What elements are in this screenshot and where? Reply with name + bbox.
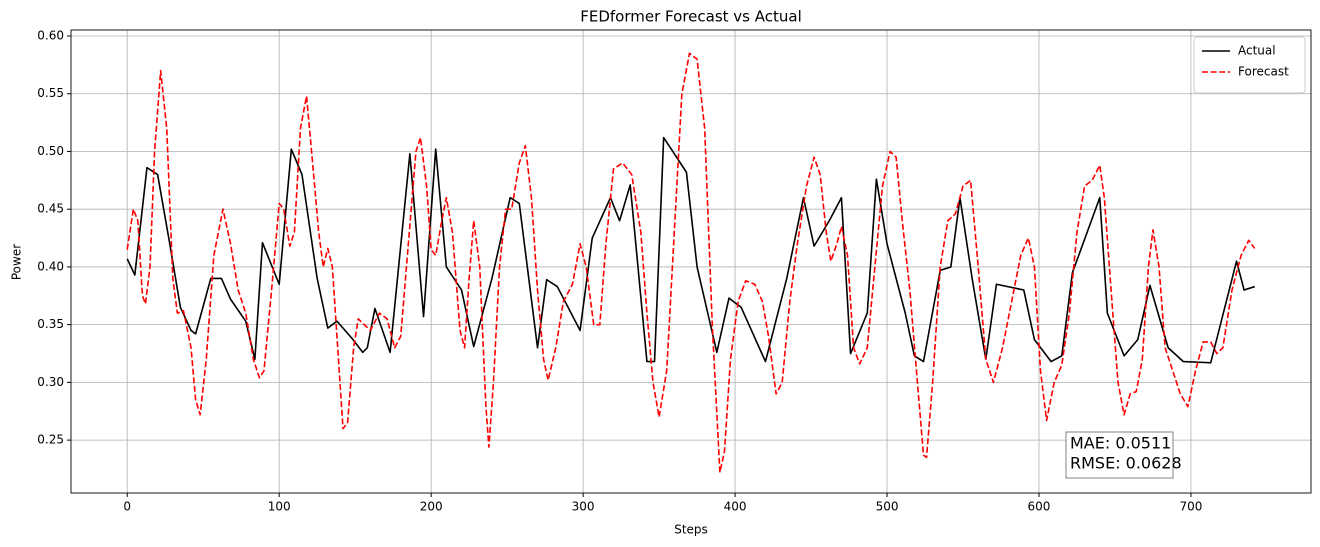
x-tick-label: 100 [268,500,291,514]
annotation: MAE: 0.0511 [1070,434,1171,453]
y-axis-label: Power [10,244,24,280]
x-tick-label: 600 [1028,500,1051,514]
x-tick-label: 200 [420,500,443,514]
y-tick-label: 0.55 [37,86,64,100]
series-line [126,136,1256,364]
y-tick-label: 0.30 [37,375,64,389]
x-tick-label: 500 [876,500,899,514]
y-tick-label: 0.35 [37,317,64,331]
x-tick-label: 300 [572,500,595,514]
y-tick-label: 0.45 [37,202,64,216]
annotation-box [1065,431,1174,479]
series-line [126,52,1256,474]
legend-label: Actual [1238,44,1276,58]
y-tick-label: 0.50 [37,144,64,158]
x-tick-label: 400 [724,500,747,514]
x-tick-label: 700 [1179,500,1202,514]
y-tick-label: 0.40 [37,259,64,273]
plot-frame [70,29,1312,494]
annotation: RMSE: 0.0628 [1070,454,1182,473]
y-tick-label: 0.60 [37,29,64,43]
legend-label: Forecast [1238,65,1289,79]
chart-title: FEDformer Forecast vs Actual [580,8,801,26]
y-tick-label: 0.25 [37,433,64,447]
x-axis-label: Steps [674,523,708,537]
x-tick-label: 0 [123,500,131,514]
